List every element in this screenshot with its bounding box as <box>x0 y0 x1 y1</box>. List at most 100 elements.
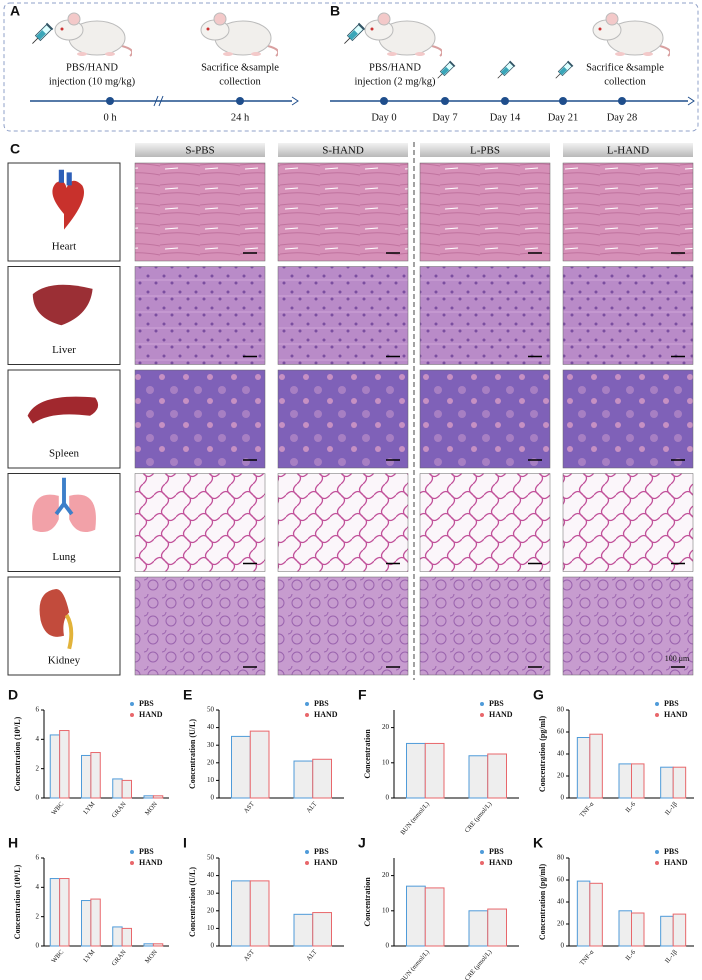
bar <box>312 758 332 799</box>
y-tick-label: 2 <box>36 764 40 772</box>
y-tick-label: 10 <box>207 924 215 932</box>
y-tick-label: 60 <box>557 876 565 884</box>
panel-label: I <box>183 835 187 851</box>
timepoint <box>501 97 509 105</box>
bar <box>81 900 92 947</box>
bar <box>59 730 70 799</box>
legend-label: PBS <box>139 699 154 708</box>
histology-image <box>419 162 551 262</box>
legend-marker <box>480 861 484 865</box>
x-tick-label: MON <box>144 949 159 965</box>
y-axis-label: Concentration (10⁹/L) <box>13 864 22 939</box>
y-tick-label: 2 <box>36 912 40 920</box>
bar <box>424 742 445 799</box>
y-tick-label: 10 <box>382 758 390 766</box>
y-tick-label: 40 <box>557 750 565 758</box>
bar <box>576 737 591 799</box>
bar <box>121 779 132 799</box>
timepoint-label: Day 21 <box>548 112 579 123</box>
bar <box>660 915 674 947</box>
bar <box>112 778 123 799</box>
bar <box>143 943 154 947</box>
event-label: Sacrifice &sample <box>586 62 664 73</box>
x-tick-label: MON <box>144 801 159 817</box>
x-tick-label: AST <box>243 949 256 963</box>
x-tick-label: IL-1β <box>664 800 679 816</box>
y-tick-label: 50 <box>207 854 215 862</box>
x-tick-label: AST <box>243 801 256 815</box>
legend-label: PBS <box>314 699 329 708</box>
bar <box>90 752 101 799</box>
bar <box>49 734 61 799</box>
bar <box>293 760 314 799</box>
y-axis-label: Concentration (U/L) <box>188 867 197 937</box>
y-tick-label: 80 <box>557 706 565 714</box>
event-label: collection <box>219 76 261 87</box>
x-tick-label: IL-6 <box>624 800 637 814</box>
organ-label: Liver <box>52 344 76 356</box>
legend-label: PBS <box>489 699 504 708</box>
bar <box>112 926 123 947</box>
x-tick-label: LYM <box>82 949 96 964</box>
bar <box>249 880 270 947</box>
legend-label: HAND <box>489 858 513 867</box>
organ-icon-group <box>39 589 74 650</box>
histology-image <box>419 266 551 365</box>
timepoint <box>441 97 449 105</box>
organ-icon <box>54 477 74 516</box>
panel-label: E <box>183 687 192 703</box>
histology-image <box>419 369 551 469</box>
legend-marker <box>655 702 659 706</box>
organ-icon <box>32 284 93 326</box>
legend-label: HAND <box>139 858 163 867</box>
histology-image <box>562 266 694 365</box>
legend-marker <box>655 713 659 717</box>
organ-icon <box>27 396 99 424</box>
event-label: PBS/HAND <box>66 62 118 73</box>
bar <box>406 885 426 947</box>
event-label: Sacrifice &sample <box>201 62 279 73</box>
y-axis-label: Concentration (pg/ml) <box>538 864 547 941</box>
x-tick-label: TNF-α <box>579 948 596 967</box>
y-tick-label: 10 <box>382 906 390 914</box>
x-tick-label: GRAN <box>111 949 128 968</box>
legend-label: HAND <box>664 710 688 719</box>
histology-image <box>562 576 694 676</box>
bar <box>660 766 674 799</box>
organ-icon <box>32 494 96 533</box>
bar <box>293 913 314 947</box>
organ-box <box>7 369 121 469</box>
panel-label: K <box>533 835 543 851</box>
y-tick-label: 4 <box>36 735 40 743</box>
timepoint-label: Day 0 <box>371 112 396 123</box>
x-tick-label: TNF-α <box>579 800 596 819</box>
y-tick-label: 20 <box>207 758 215 766</box>
panel-label: D <box>8 687 18 703</box>
y-tick-label: 4 <box>36 883 40 891</box>
legend-marker <box>655 861 659 865</box>
organ-label: Heart <box>52 241 76 253</box>
x-tick-label: WBC <box>50 801 65 817</box>
timepoint <box>106 97 114 105</box>
y-tick-label: 20 <box>557 772 565 780</box>
panel-label: A <box>10 3 20 19</box>
column-header <box>278 143 408 157</box>
legend-marker <box>130 861 134 865</box>
y-tick-label: 80 <box>557 854 565 862</box>
legend-marker <box>130 850 134 854</box>
timepoint-label: 0 h <box>103 112 117 123</box>
legend-label: PBS <box>664 699 679 708</box>
histology-image <box>562 473 694 572</box>
y-tick-label: 10 <box>207 776 215 784</box>
organ-box <box>7 576 121 676</box>
timepoint <box>618 97 626 105</box>
y-tick-label: 20 <box>557 920 565 928</box>
legend-label: HAND <box>314 858 338 867</box>
legend-label: HAND <box>489 710 513 719</box>
legend-label: PBS <box>489 847 504 856</box>
legend-label: HAND <box>139 710 163 719</box>
x-tick-label: LYM <box>82 801 96 816</box>
column-header <box>135 143 265 157</box>
bar <box>406 742 426 799</box>
